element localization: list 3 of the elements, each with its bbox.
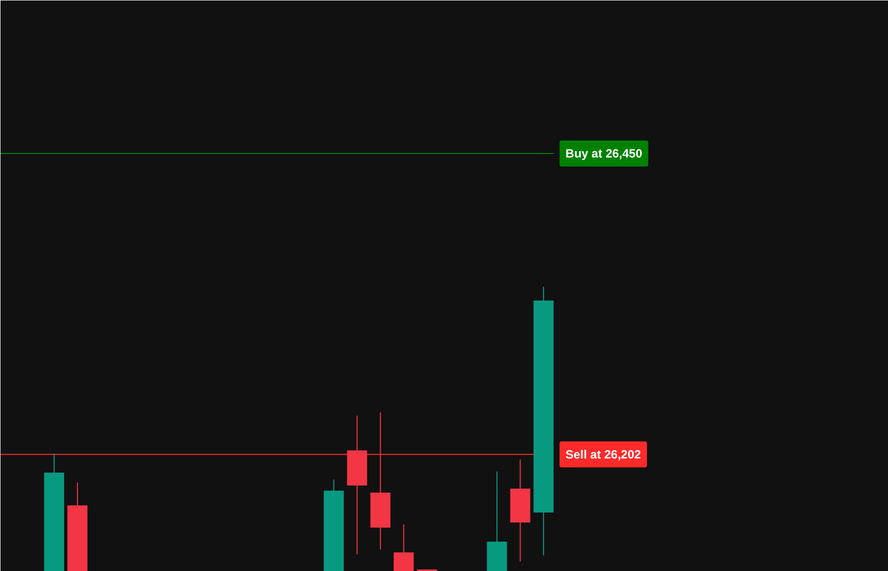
ref-line-label: Buy at 26,450 [566, 146, 643, 161]
candlestick [394, 524, 414, 571]
ref-line-label: Sell at 26,202 [566, 447, 642, 462]
